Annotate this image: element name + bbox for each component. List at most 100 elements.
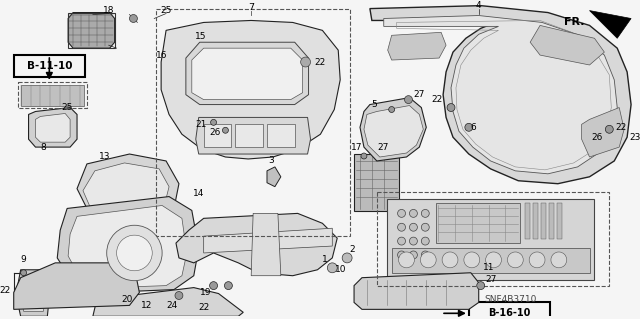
Polygon shape — [35, 114, 70, 142]
Bar — [13, 55, 85, 77]
Text: FR.: FR. — [564, 18, 585, 27]
Circle shape — [388, 107, 395, 113]
Circle shape — [421, 210, 429, 217]
Circle shape — [410, 210, 417, 217]
Bar — [377, 192, 609, 286]
Bar — [156, 9, 350, 236]
Text: 15: 15 — [195, 32, 207, 41]
Circle shape — [508, 252, 524, 268]
Circle shape — [342, 253, 352, 263]
Text: 6: 6 — [470, 123, 476, 132]
Circle shape — [210, 282, 218, 290]
Text: 25: 25 — [161, 6, 172, 15]
Bar — [557, 204, 562, 239]
Circle shape — [551, 252, 567, 268]
Polygon shape — [267, 124, 294, 147]
Text: 13: 13 — [99, 152, 111, 161]
Polygon shape — [204, 124, 232, 147]
Polygon shape — [186, 42, 308, 105]
Circle shape — [399, 252, 415, 268]
Polygon shape — [384, 16, 617, 174]
Circle shape — [464, 252, 480, 268]
Polygon shape — [354, 273, 479, 309]
Text: 22: 22 — [198, 303, 209, 312]
Polygon shape — [236, 124, 263, 147]
Circle shape — [410, 251, 417, 259]
Circle shape — [107, 225, 162, 281]
Circle shape — [410, 237, 417, 245]
Polygon shape — [93, 288, 243, 316]
Text: B-11-10: B-11-10 — [27, 61, 72, 71]
Text: 8: 8 — [40, 143, 46, 152]
Polygon shape — [267, 167, 281, 187]
Bar — [533, 204, 538, 239]
Circle shape — [421, 223, 429, 231]
Text: 27: 27 — [413, 90, 425, 99]
Polygon shape — [582, 108, 624, 157]
Polygon shape — [360, 98, 426, 161]
Text: 22: 22 — [314, 57, 326, 67]
Polygon shape — [83, 163, 169, 216]
Circle shape — [397, 237, 406, 245]
Text: 27: 27 — [485, 275, 496, 284]
Text: 1: 1 — [321, 256, 327, 264]
Circle shape — [442, 252, 458, 268]
Polygon shape — [57, 197, 199, 293]
Polygon shape — [370, 6, 631, 184]
Circle shape — [116, 235, 152, 271]
Text: 16: 16 — [156, 51, 168, 60]
Text: 21: 21 — [195, 120, 206, 129]
Circle shape — [223, 127, 228, 133]
Text: 3: 3 — [268, 156, 274, 166]
Bar — [436, 204, 520, 243]
Bar — [469, 302, 550, 319]
Bar — [525, 204, 530, 239]
Text: 10: 10 — [335, 265, 346, 274]
Polygon shape — [77, 154, 179, 220]
Circle shape — [175, 292, 183, 300]
Text: 2: 2 — [349, 246, 355, 255]
Polygon shape — [13, 263, 140, 309]
Circle shape — [397, 210, 406, 217]
Text: 12: 12 — [141, 301, 152, 310]
Bar — [549, 204, 554, 239]
Circle shape — [477, 282, 484, 290]
Circle shape — [529, 252, 545, 268]
Polygon shape — [196, 117, 310, 154]
Bar — [392, 248, 589, 273]
Text: B-16-10: B-16-10 — [488, 308, 531, 318]
Polygon shape — [204, 228, 332, 253]
Circle shape — [20, 270, 27, 276]
Text: 27: 27 — [377, 143, 388, 152]
Polygon shape — [388, 32, 446, 60]
Polygon shape — [68, 205, 187, 288]
Polygon shape — [192, 48, 303, 100]
Text: 7: 7 — [248, 3, 254, 12]
Circle shape — [361, 153, 367, 159]
Text: 11: 11 — [483, 263, 494, 272]
Text: 18: 18 — [103, 6, 115, 15]
Circle shape — [225, 282, 232, 290]
Circle shape — [397, 251, 406, 259]
Text: 14: 14 — [193, 189, 204, 198]
Polygon shape — [251, 213, 281, 276]
Text: 24: 24 — [166, 301, 178, 310]
Circle shape — [486, 252, 502, 268]
Text: 20: 20 — [122, 295, 133, 304]
Polygon shape — [530, 26, 604, 65]
Polygon shape — [29, 108, 77, 147]
Circle shape — [327, 263, 337, 273]
Text: 25: 25 — [61, 103, 73, 112]
Text: 23: 23 — [629, 133, 640, 142]
Circle shape — [447, 104, 455, 111]
Circle shape — [421, 237, 429, 245]
Bar — [354, 154, 399, 211]
Circle shape — [211, 119, 216, 125]
Polygon shape — [364, 106, 423, 157]
Bar — [541, 204, 546, 239]
Text: 22: 22 — [432, 95, 443, 104]
Text: 26: 26 — [210, 128, 221, 137]
Text: 19: 19 — [200, 288, 211, 297]
Text: SNF4B3710: SNF4B3710 — [484, 295, 536, 304]
Polygon shape — [589, 11, 631, 38]
